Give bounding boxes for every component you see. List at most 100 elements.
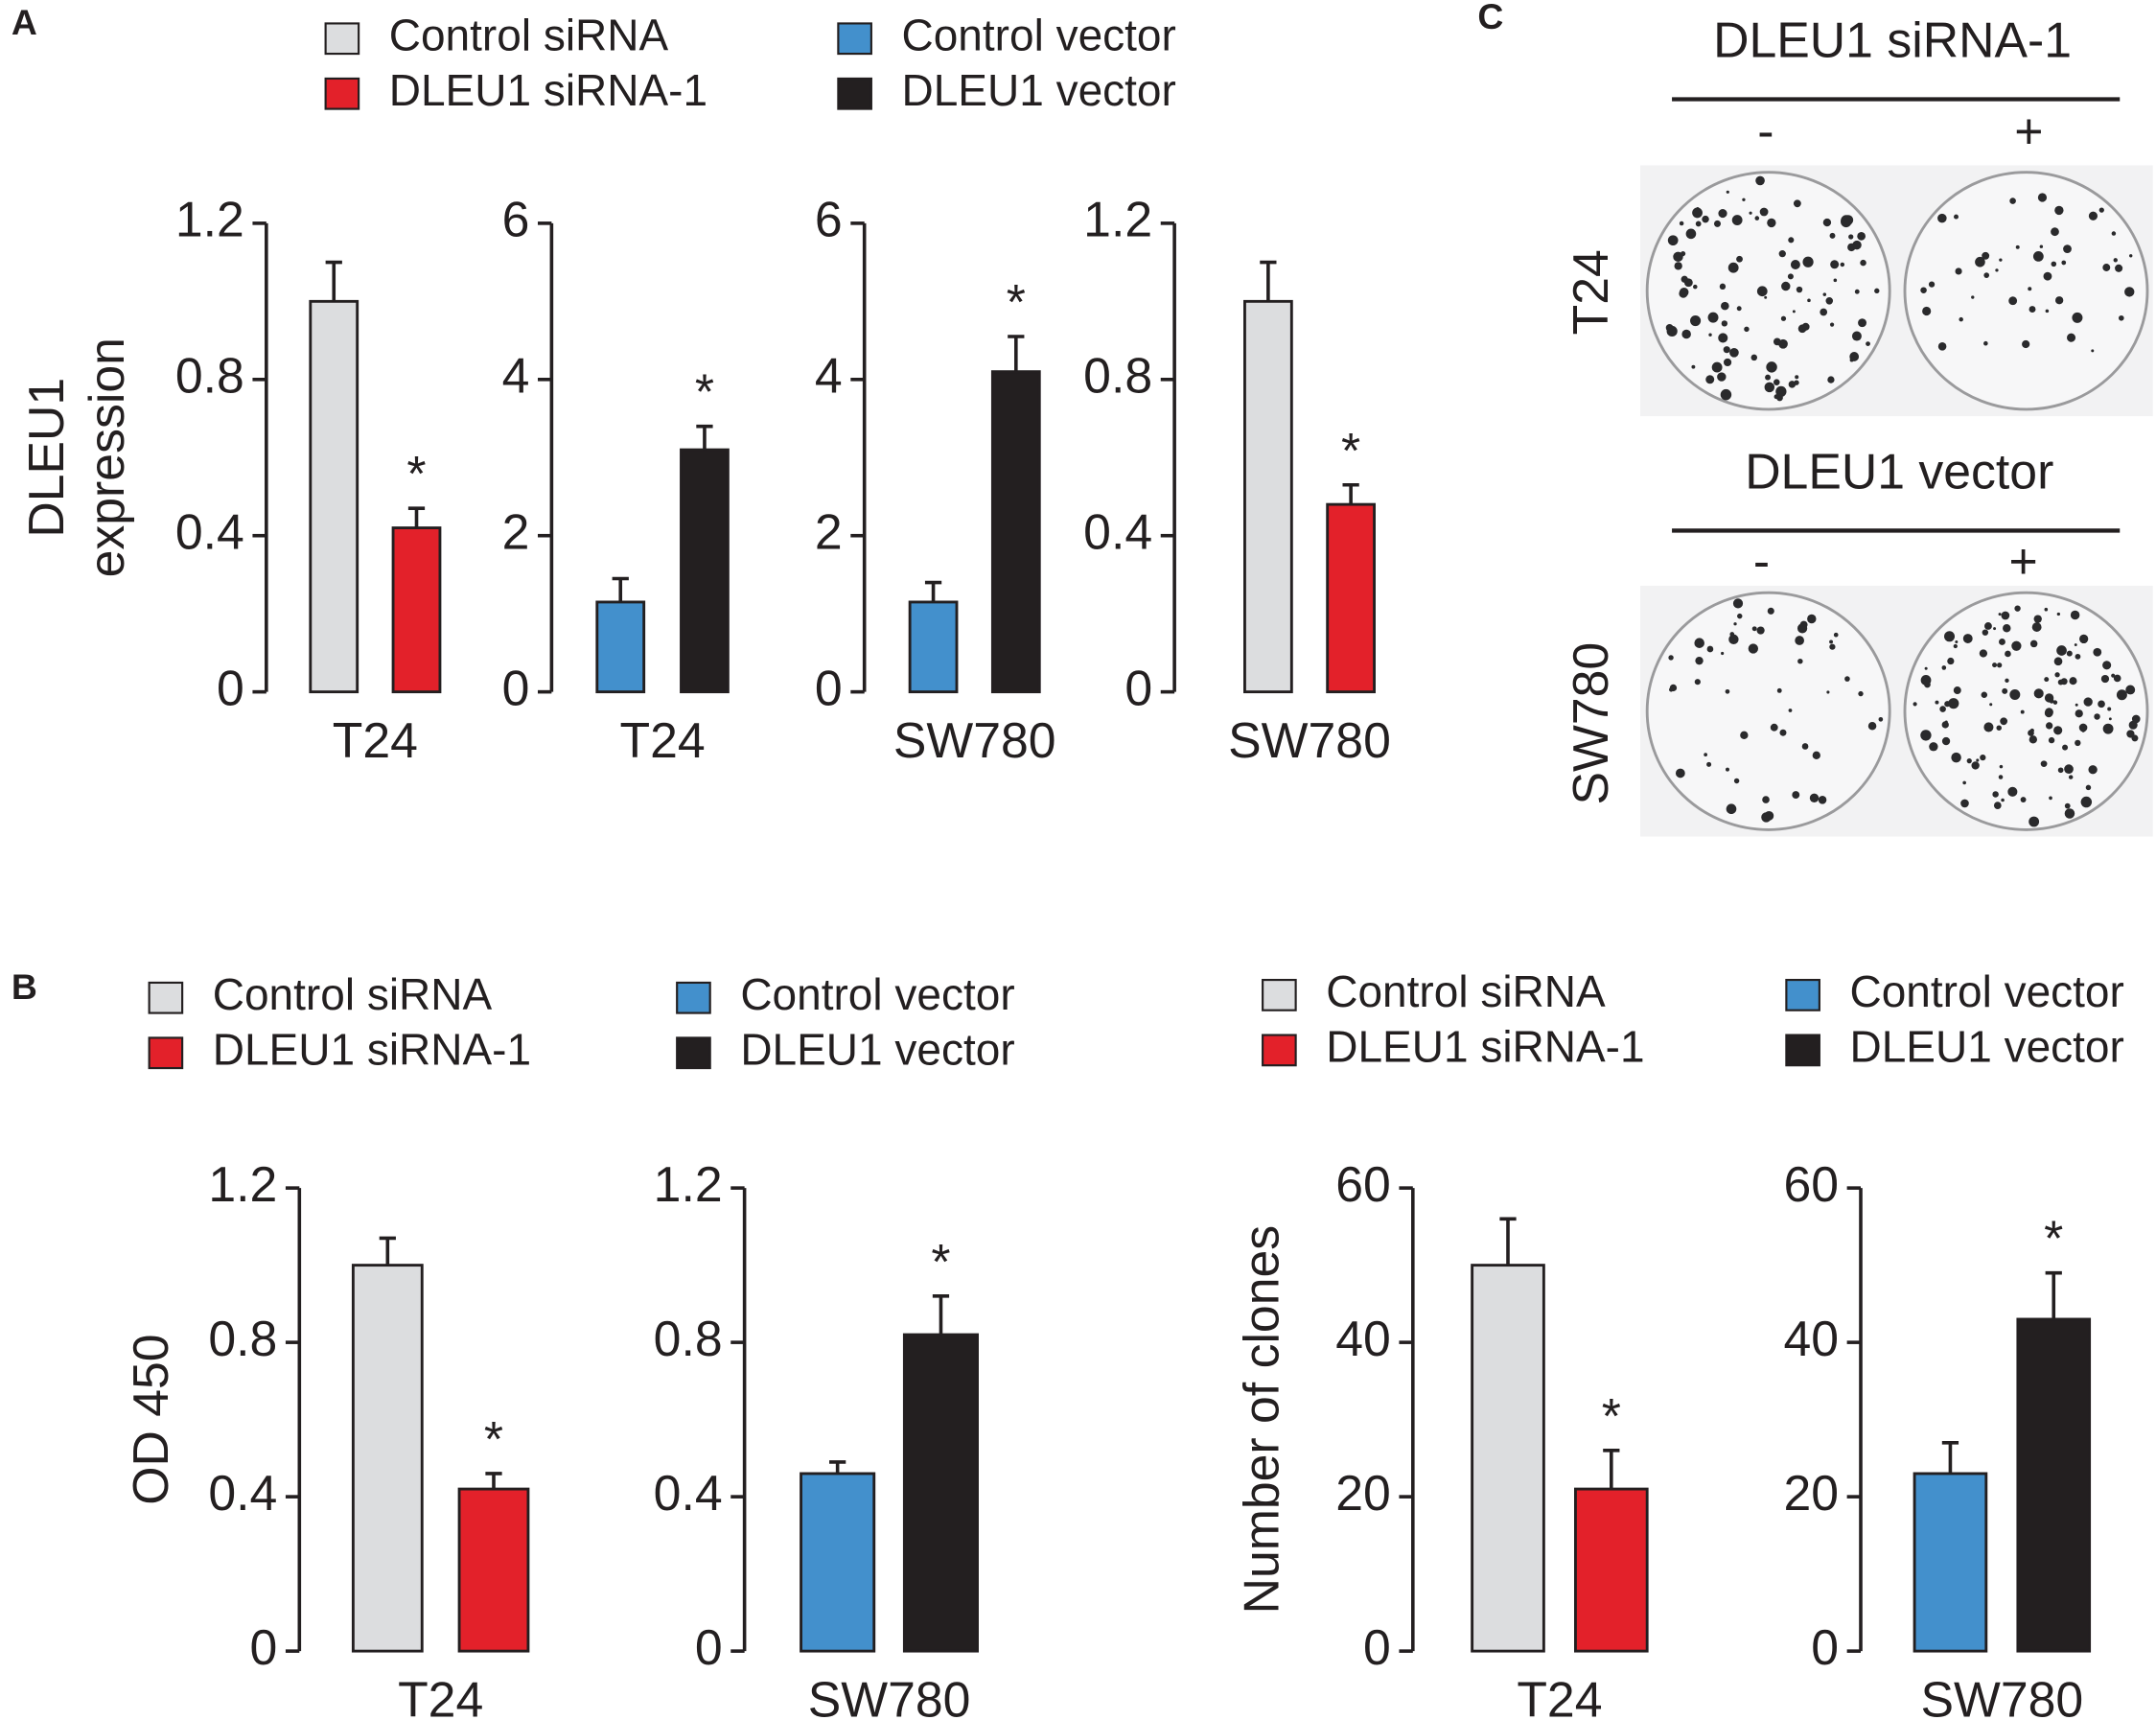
error-bar [1008,335,1025,372]
colony [2061,260,2067,266]
colony [2044,677,2050,683]
colony [1775,385,1787,398]
colony [1749,211,1752,215]
colony [1935,700,1939,705]
error-bar [1941,1440,1959,1474]
panel-label: B [12,966,37,1007]
x-tick-label: SW780 [1228,712,1391,768]
colony [1776,687,1782,693]
colony [1833,632,1839,638]
row-label: T24 [1563,249,1618,335]
colony [1998,613,2002,616]
colony [1790,260,1800,269]
colony [1924,666,1928,670]
colony [1718,208,1727,219]
y-tick-label: 0.4 [654,1465,723,1521]
colony [2102,661,2112,670]
significance: * [484,1411,503,1467]
colony [2014,605,2021,612]
colony [1848,234,1854,240]
colony [1809,793,1820,803]
colony [2111,231,2117,236]
y-tick-label: 6 [502,192,530,247]
colony [2088,765,2098,775]
colony [1695,221,1702,227]
colony [1675,768,1685,779]
y-tick-label: 0.8 [1083,347,1152,403]
colony [2069,677,2077,686]
colony [1742,198,1746,201]
colony [1953,643,1958,649]
colony [1948,698,1959,709]
legend-swatch [1785,978,1820,1011]
x-tick-label: T24 [1517,1671,1602,1720]
colony [1920,675,1932,686]
colony [1951,752,1961,763]
colony [1681,250,1686,257]
legend-swatch [1262,1034,1297,1067]
colony [2028,816,2040,827]
colony [1731,215,1743,225]
colony [1874,288,1880,294]
colony [1778,338,1788,349]
colony [2033,615,2042,623]
colony [2064,802,2071,809]
colony [1822,218,1832,227]
colony [1691,364,1696,369]
colony [2028,287,2032,291]
colony [1841,216,1852,228]
y-tick-label: 0 [1363,1619,1391,1675]
colony [1718,333,1728,343]
y-tick-label: 0.4 [1083,503,1152,559]
colony [1992,791,1999,798]
colony [1748,643,1759,654]
colony [2126,730,2135,738]
colony [2053,726,2063,735]
colony [1984,622,1992,630]
colony [2088,211,2098,221]
colony [1829,322,1835,327]
colony [2075,739,2081,747]
colony [2074,643,2077,646]
colony [1721,320,1728,327]
colony [1826,690,1830,694]
colony [2045,309,2050,314]
significance: * [1007,274,1026,330]
colony [1726,767,1729,772]
error-bar [1342,482,1359,505]
dish [1903,171,2149,411]
colony [2039,244,2044,248]
colony [1858,318,1867,328]
legend-label: Control siRNA [1326,966,1606,1016]
panel-label: A [12,2,37,42]
colony [1939,706,1946,712]
colony [1767,607,1774,615]
colony [1829,639,1834,644]
colony [1729,632,1735,637]
legend-swatch [1785,1034,1820,1067]
colony [2072,312,2083,323]
legend-label: Control vector [740,969,1014,1019]
legend-swatch [148,981,184,1014]
colony [1717,372,1727,382]
error-bar [1603,1449,1620,1490]
bar [391,526,442,694]
colony [1799,620,1808,629]
colony [1801,743,1809,750]
colony [2054,205,2064,216]
colony [1713,220,1722,227]
colony [2051,227,2059,237]
colony [2124,287,2135,297]
legend-label: DLEU1 siRNA-1 [1326,1022,1644,1072]
colony [2049,698,2054,704]
colony [1827,376,1835,384]
colony [2129,254,2133,258]
y-tick-label: 1.2 [175,192,244,247]
error-bar [829,1460,846,1474]
colony [1711,361,1723,373]
colony [1829,643,1836,650]
colony [2044,607,2049,612]
bar [1243,299,1293,694]
y-tick-label: 40 [1335,1311,1391,1366]
colony [1941,665,1947,670]
